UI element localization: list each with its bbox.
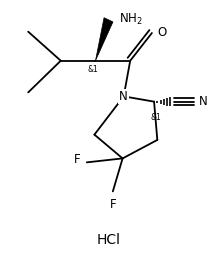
Text: HCl: HCl [97, 233, 120, 247]
Text: N: N [199, 95, 207, 108]
Text: N: N [119, 90, 128, 103]
Text: &1: &1 [88, 65, 99, 74]
Text: &1: &1 [151, 113, 162, 122]
Text: NH$_2$: NH$_2$ [119, 12, 143, 27]
Text: F: F [110, 198, 116, 211]
Polygon shape [95, 18, 113, 61]
Text: F: F [74, 153, 80, 166]
Text: O: O [157, 26, 167, 40]
